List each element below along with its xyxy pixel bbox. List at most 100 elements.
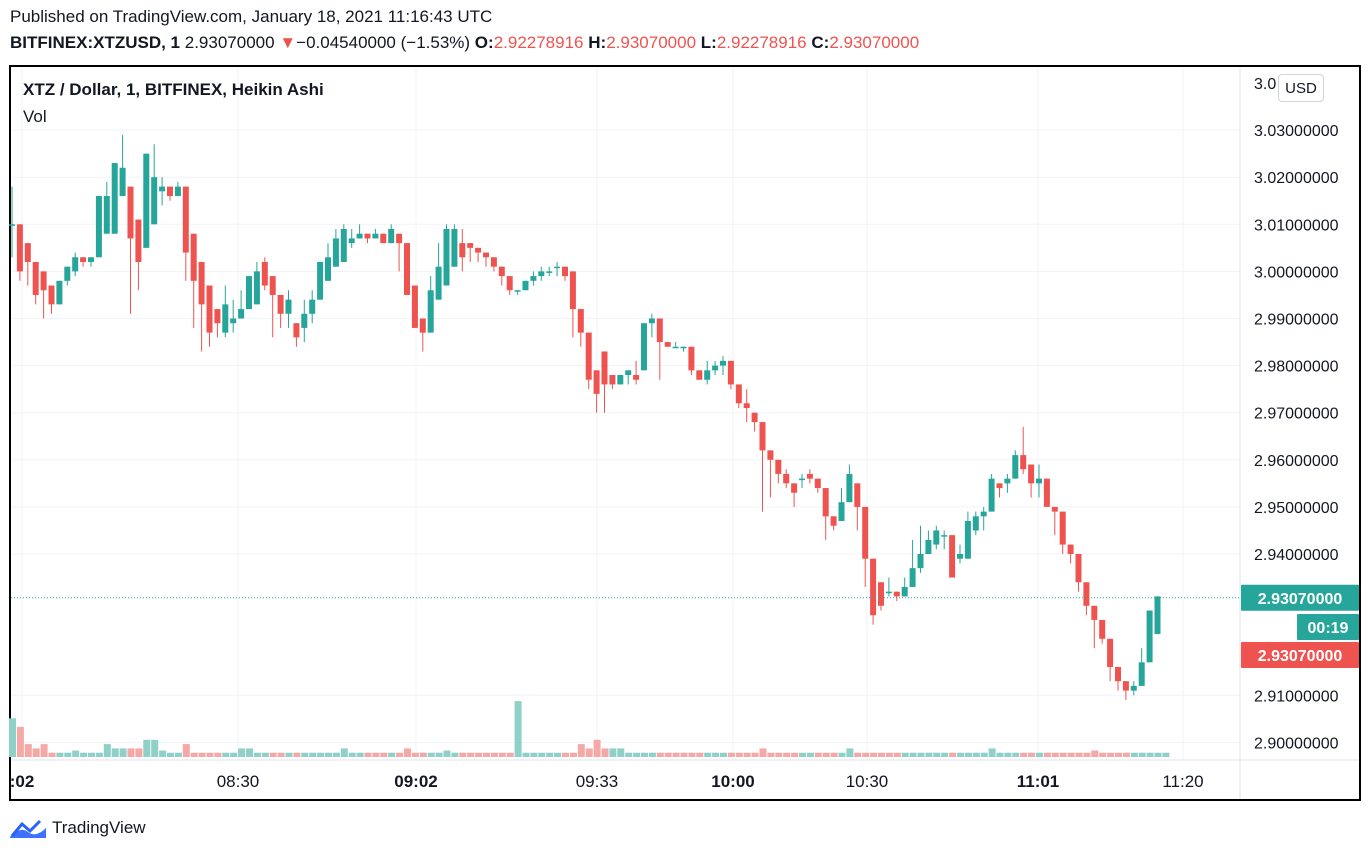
candle-body xyxy=(427,290,434,333)
candle-body xyxy=(633,375,640,380)
candle-body xyxy=(174,186,181,197)
x-tick-label: 09:02 xyxy=(394,772,437,791)
candle-body xyxy=(182,186,189,253)
high-value: 2.93070000 xyxy=(606,33,697,52)
volume-bar xyxy=(56,752,64,757)
candle-body xyxy=(585,332,592,380)
volume-bar xyxy=(269,752,277,757)
candle-body xyxy=(664,342,671,347)
candle-body xyxy=(514,290,521,292)
y-tick-label: 3.02000000 xyxy=(1254,170,1339,187)
volume-bar xyxy=(293,752,301,757)
volume-bar xyxy=(396,752,404,757)
countdown-tag-bg xyxy=(1297,614,1359,640)
candle-body xyxy=(1091,605,1098,620)
volume-bar xyxy=(32,748,40,757)
candle-body xyxy=(949,535,956,578)
candle-body xyxy=(546,271,553,273)
volume-bar xyxy=(1075,752,1083,757)
candle-body xyxy=(783,473,790,484)
volume-bar xyxy=(704,752,712,757)
volume-bar xyxy=(1059,752,1067,757)
volume-bar xyxy=(372,752,380,757)
volume-bar xyxy=(1146,752,1154,757)
candle-body xyxy=(24,243,31,262)
volume-bar xyxy=(88,752,95,757)
volume-bar xyxy=(641,752,648,757)
candle-body xyxy=(356,233,363,239)
candle-body xyxy=(1036,478,1042,484)
candle-body xyxy=(791,483,798,493)
chart-frame[interactable] xyxy=(9,65,1361,801)
x-tick-label: 10:00 xyxy=(711,772,754,791)
low-value: 2.92278916 xyxy=(716,33,807,52)
volume-bar xyxy=(498,752,506,757)
x-tick-label: 11:20 xyxy=(1162,772,1203,791)
candle-body xyxy=(838,502,845,522)
candle-body xyxy=(475,247,482,253)
candle-body xyxy=(562,266,568,277)
candle-body xyxy=(554,266,561,269)
volume-bar xyxy=(672,752,680,757)
candle-body xyxy=(451,229,458,267)
candle-body xyxy=(301,313,308,328)
countdown-tag: 00:19 xyxy=(1308,620,1349,637)
volume-bar xyxy=(1020,752,1028,757)
volume-bar xyxy=(949,752,957,757)
candle-body xyxy=(317,261,324,300)
volume-bar xyxy=(411,752,419,757)
candle-body xyxy=(727,360,734,385)
candle-body xyxy=(656,318,663,343)
volume-bar xyxy=(443,750,451,757)
volume-bar xyxy=(325,752,332,757)
volume-bar xyxy=(988,748,996,757)
volume-bar xyxy=(878,752,885,757)
high-label: H: xyxy=(588,33,607,52)
volume-bar xyxy=(151,739,159,757)
close-value: 2.93070000 xyxy=(829,33,920,52)
volume-bar xyxy=(182,744,190,757)
candle-body xyxy=(435,266,442,300)
volume-bar xyxy=(609,748,617,757)
volume-bar xyxy=(95,752,103,757)
volume-bar xyxy=(1122,752,1130,757)
volume-bar xyxy=(404,748,411,757)
volume-bar xyxy=(48,752,56,757)
candle-body xyxy=(759,422,766,451)
candle-body xyxy=(483,252,489,258)
volume-bar xyxy=(964,752,972,757)
volume-bar xyxy=(198,752,206,757)
volume-bar xyxy=(230,752,238,757)
close-price-tag-bg xyxy=(1241,642,1359,668)
volume-bar xyxy=(696,752,704,757)
volume-bar xyxy=(1083,752,1091,757)
volume-bar xyxy=(490,752,498,757)
candle-body xyxy=(198,261,205,305)
volume-bar xyxy=(261,752,269,757)
currency-button[interactable]: USD xyxy=(1278,74,1324,102)
footer-branding: TradingView xyxy=(10,818,146,838)
volume-bar xyxy=(585,748,593,757)
volume-bar xyxy=(9,718,16,757)
candle-body xyxy=(48,285,55,305)
candle-body xyxy=(419,318,426,333)
volume-bar xyxy=(870,752,878,757)
candle-body xyxy=(293,323,300,338)
volume-bar xyxy=(838,752,846,757)
volume-bar xyxy=(514,701,522,757)
volume-bar xyxy=(830,752,838,757)
candle-body xyxy=(348,238,355,244)
candle-body xyxy=(957,554,963,559)
volume-bar xyxy=(285,752,293,757)
volume-bar xyxy=(214,752,222,757)
volume-bar xyxy=(972,752,980,757)
volume-bar xyxy=(1115,752,1122,757)
candle-body xyxy=(577,309,584,333)
candle-body xyxy=(127,186,134,239)
volume-bar xyxy=(332,752,340,757)
candle-body xyxy=(814,478,821,489)
y-tick-label: 2.91000000 xyxy=(1254,688,1339,705)
candle-body xyxy=(1075,554,1082,583)
candle-body xyxy=(617,375,624,385)
